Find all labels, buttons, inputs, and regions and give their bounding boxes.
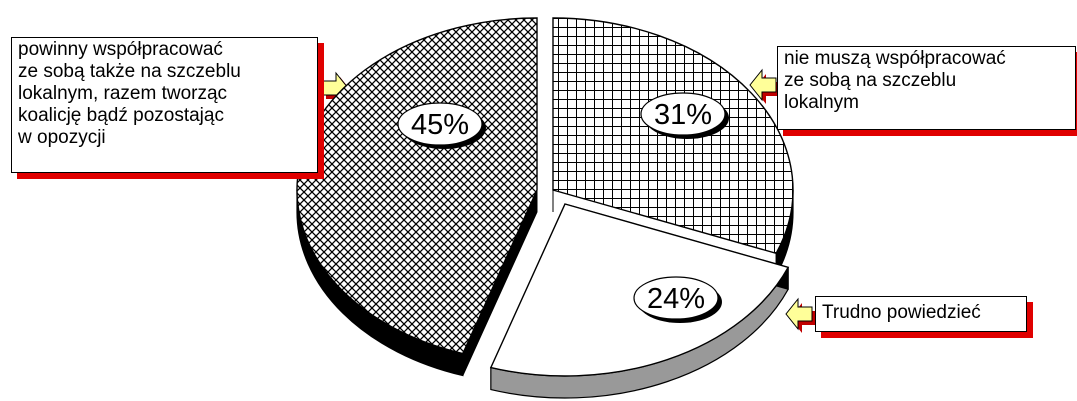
callout-line: nie muszą współpracować	[784, 48, 1070, 70]
callout-line: Trudno powiedzieć	[822, 302, 1021, 324]
callout-slice-31: nie muszą współpracować ze sobą na szcze…	[777, 46, 1076, 130]
callout-slice-24: Trudno powiedzieć	[815, 296, 1027, 332]
callout-slice-45: powinny współpracować ze sobą także na s…	[11, 37, 318, 173]
callout-line: lokalnym	[784, 92, 1070, 114]
callout-line: ze sobą na szczeblu	[784, 70, 1070, 92]
callout-line: ze sobą także na szczeblu	[18, 61, 312, 83]
value-label-text: 24%	[647, 283, 705, 315]
value-label-text: 31%	[654, 99, 712, 131]
callout-line: w opozycji	[18, 127, 312, 149]
value-label-text: 45%	[411, 109, 469, 141]
callout-line: lokalnym, razem tworząc	[18, 83, 312, 105]
callout-line: powinny współpracować	[18, 39, 312, 61]
callout-line: koalicję bądź pozostając	[18, 105, 312, 127]
